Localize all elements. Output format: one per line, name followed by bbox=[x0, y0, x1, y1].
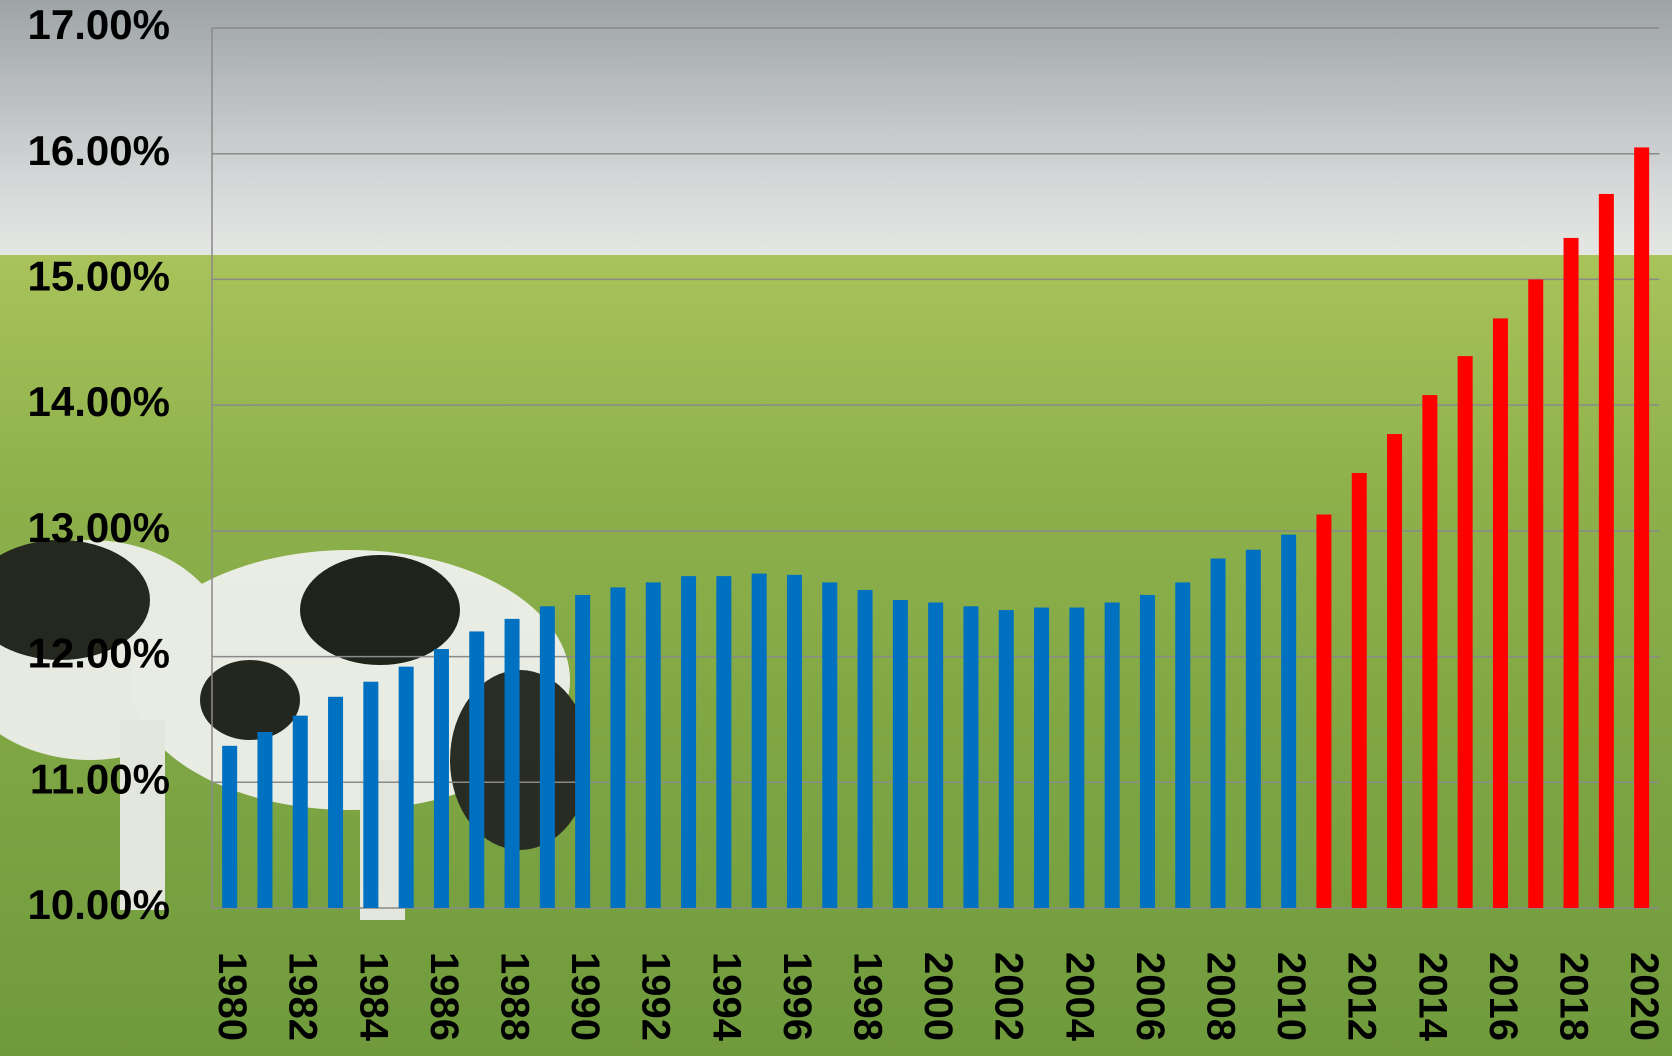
y-tick-label: 16.00% bbox=[28, 127, 170, 174]
y-tick-label: 15.00% bbox=[28, 253, 170, 300]
bar bbox=[1069, 607, 1085, 908]
y-tick-label: 13.00% bbox=[28, 504, 170, 551]
bar bbox=[1281, 534, 1297, 908]
cows bbox=[0, 540, 590, 920]
bar bbox=[1351, 473, 1367, 908]
bar bbox=[1175, 582, 1191, 908]
x-tick-label: 1998 bbox=[845, 952, 889, 1041]
bar bbox=[822, 582, 838, 908]
x-tick-label: 1986 bbox=[422, 952, 466, 1041]
bar bbox=[292, 715, 308, 908]
bar bbox=[998, 610, 1014, 908]
bar bbox=[1492, 318, 1508, 908]
x-tick-label: 1980 bbox=[210, 952, 254, 1041]
y-tick-label: 17.00% bbox=[28, 1, 170, 48]
bar bbox=[857, 589, 873, 908]
bar bbox=[363, 681, 379, 908]
bar bbox=[539, 606, 555, 908]
bar bbox=[328, 696, 344, 908]
y-tick-label: 14.00% bbox=[28, 378, 170, 425]
x-tick-label: 1988 bbox=[492, 952, 536, 1041]
bar bbox=[1457, 356, 1473, 909]
x-tick-label: 2000 bbox=[916, 952, 960, 1041]
bar bbox=[1316, 514, 1332, 908]
bar bbox=[433, 649, 449, 908]
y-tick-label: 12.00% bbox=[28, 630, 170, 677]
x-tick-label: 1994 bbox=[704, 952, 748, 1042]
bar bbox=[1563, 237, 1579, 908]
bar bbox=[1139, 594, 1155, 908]
bar bbox=[1245, 549, 1261, 908]
bar bbox=[1422, 395, 1438, 909]
bar bbox=[469, 631, 485, 908]
bar bbox=[645, 582, 661, 908]
bar bbox=[610, 587, 626, 908]
x-tick-label: 2014 bbox=[1410, 952, 1454, 1042]
bar bbox=[1210, 558, 1226, 908]
bar bbox=[1387, 434, 1403, 908]
y-tick-label: 11.00% bbox=[30, 755, 170, 802]
bar bbox=[575, 594, 591, 908]
bar bbox=[751, 573, 767, 908]
bar bbox=[1634, 147, 1650, 908]
bar bbox=[786, 574, 802, 908]
x-tick-label: 2010 bbox=[1269, 952, 1313, 1041]
x-tick-label: 1992 bbox=[634, 952, 678, 1041]
x-tick-label: 2006 bbox=[1128, 952, 1172, 1041]
x-tick-label: 2018 bbox=[1551, 952, 1595, 1041]
bar bbox=[892, 600, 908, 908]
x-tick-label: 2020 bbox=[1622, 952, 1666, 1041]
bar bbox=[716, 576, 732, 908]
x-tick-label: 2008 bbox=[1198, 952, 1242, 1041]
bar bbox=[222, 745, 238, 908]
x-tick-label: 2012 bbox=[1340, 952, 1384, 1041]
bar bbox=[963, 606, 979, 908]
bar bbox=[1034, 607, 1050, 908]
bar bbox=[928, 602, 944, 908]
bar bbox=[398, 666, 414, 908]
x-tick-label: 2004 bbox=[1057, 952, 1101, 1042]
x-tick-label: 1984 bbox=[351, 952, 395, 1042]
bar bbox=[1528, 279, 1544, 908]
x-tick-label: 1990 bbox=[563, 952, 607, 1041]
bar bbox=[504, 618, 520, 908]
bar bbox=[681, 576, 697, 908]
y-tick-label: 10.00% bbox=[28, 881, 170, 928]
bar bbox=[257, 732, 273, 908]
bar bbox=[1598, 193, 1614, 908]
background-sky bbox=[0, 0, 1672, 260]
x-tick-label: 1982 bbox=[281, 952, 325, 1041]
bar bbox=[1104, 602, 1120, 908]
x-tick-label: 2002 bbox=[987, 952, 1031, 1041]
x-tick-label: 1996 bbox=[775, 952, 819, 1041]
x-tick-label: 2016 bbox=[1481, 952, 1525, 1041]
